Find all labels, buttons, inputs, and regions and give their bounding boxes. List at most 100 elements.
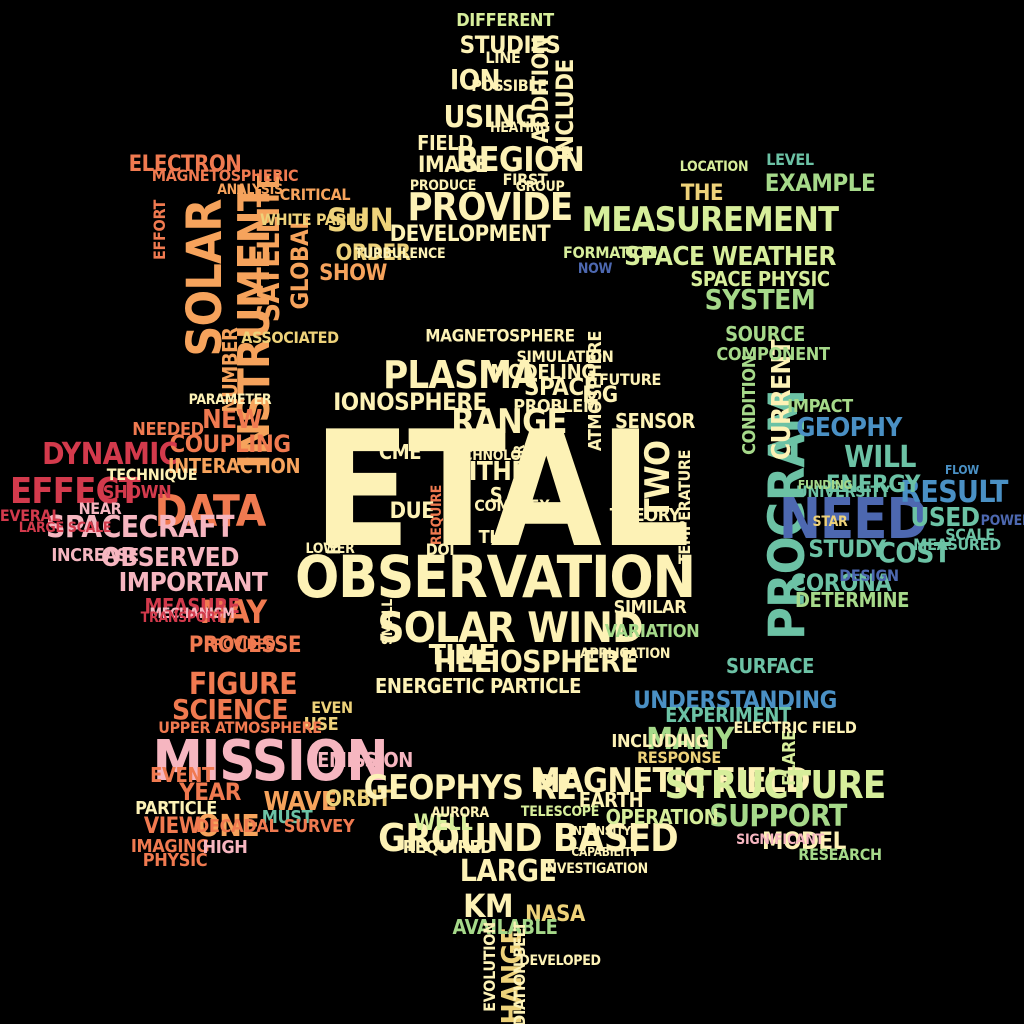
cloud-word: GEOPHYS RE [363,768,577,808]
cloud-word: IMAGING [130,836,210,857]
cloud-word: WHITE PAPER [259,210,367,229]
cloud-word: DOI [425,540,455,559]
cloud-word: REQUIRED [402,837,494,858]
cloud-word: STUDY [808,535,886,563]
cloud-word: PROBLEM [513,396,599,417]
cloud-word: COST [877,536,952,569]
cloud-word: FIELD [417,131,473,155]
cloud-word: RANGE [451,402,567,442]
cloud-word: GEOPHY [796,413,902,443]
cloud-word: WITHIN [443,457,539,487]
cloud-word: GROUP [515,179,565,195]
cloud-word: INTENSITY [569,824,631,838]
cloud-word: WAVE [263,787,338,817]
cloud-word: KM [463,887,513,925]
cloud-word: RESPONSE [637,748,721,767]
cloud-word: SPACE [523,373,599,401]
cloud-word: USE [303,714,339,735]
cloud-word: OBSERVED [101,543,239,573]
cloud-word: APPLICATION [579,646,671,662]
cloud-word: NASA [525,902,585,927]
cloud-word: SUPPORT [709,799,847,834]
cloud-word: SMALL [380,598,396,646]
cloud-word: VARIATION [604,621,700,642]
cloud-word: HEATING [489,120,551,136]
cloud-word: OBSERVATION [294,543,696,611]
cloud-word: GROUND BASED [378,816,679,860]
cloud-word: TRANSPORT [140,610,224,626]
cloud-word: ENERGETIC PARTICLE [375,674,581,698]
cloud-word: SUN [326,201,394,239]
cloud-word: CONDITION [739,355,760,455]
cloud-word: POSSIBLE [471,76,547,95]
cloud-word: DEVELOPMENT [389,222,551,247]
cloud-word: RESULT [900,475,1008,510]
cloud-word: RADIATION BELT [510,921,529,1024]
cloud-word: COMPLEX [474,496,550,515]
cloud-word: TELESCOPE [520,804,600,820]
cloud-word: SPACE PHYSIC [690,267,830,291]
cloud-word: SHOWN [102,482,172,503]
cloud-word: ONE [196,809,260,844]
cloud-word: MAGNETOSPHERIC [151,166,299,185]
cloud-word: COMPONENT [716,344,830,365]
cloud-word: EVENT [150,763,214,787]
cloud-word: MUST [261,807,313,828]
cloud-word: INCLUDING [611,731,709,752]
cloud-word: ENERGY [825,470,921,498]
cloud-word: EFFECT [9,471,141,512]
cloud-word: STRUCTURE [664,763,886,807]
cloud-word: UNDERSTANDING [633,686,837,714]
cloud-word: PARAMETER [188,392,272,408]
cloud-word: IONOSPHERE [333,388,487,416]
cloud-word: CAPABILITY [571,845,639,859]
cloud-word: IMPORTANT [118,568,268,598]
cloud-word: LINE [485,48,521,67]
cloud-word: INCREASE [51,545,139,566]
cloud-word: MANY [646,722,734,757]
cloud-word: THE [680,181,724,206]
cloud-word: SOLAR WIND [377,603,643,652]
cloud-word: COUPLING [169,430,291,458]
cloud-word: EFFORT [150,199,169,261]
cloud-word: YEAR [179,778,241,806]
cloud-word: EVEN [311,698,353,717]
cloud-word: EVOLUTION [480,922,499,1012]
cloud-word: REQUIRE [429,484,445,546]
cloud-word: SURFACE [725,654,815,678]
cloud-word: CORONA [790,569,892,597]
cloud-word: PROCESSE [188,633,302,658]
cloud-word: SPACECRAFT [46,510,235,545]
cloud-word: SCIENCE [171,693,289,726]
cloud-word: SIGNIFICANT [736,832,824,848]
cloud-word: IMAGE [418,153,488,178]
cloud-word: IMPACT [787,396,853,417]
cloud-word: TURBULENCE [354,246,446,262]
cloud-word: WILL [844,440,916,475]
cloud-word: SHOW [319,261,387,286]
cloud-word: NEED [778,487,928,552]
cloud-word: THU [478,527,516,548]
cloud-word: SYSTEM [704,283,816,316]
cloud-word: MODELING [490,360,596,384]
cloud-word: AURORA [431,805,489,821]
cloud-word: UPPER ATMOSPHERE [158,718,322,737]
cloud-word: NOW [577,261,613,277]
cloud-word: STUDIES [459,31,561,59]
cloud-word: FUNDING [797,478,853,492]
cloud-word: E G [582,383,618,408]
cloud-word: LOWER [305,541,355,557]
cloud-word: FLARE [779,730,800,786]
cloud-word: AVAILABLE [452,915,558,939]
cloud-word: VIEW [143,814,201,839]
cloud-word: STAR [812,514,848,530]
cloud-word: USING [443,100,537,135]
cloud-word: INVESTIGATION [542,861,648,877]
cloud-word: INTERACTION [167,454,301,478]
cloud-word: FUTURE [598,370,662,389]
cloud-word: MAGNETIC FIELD [530,761,810,801]
cloud-word: USED [910,503,980,533]
cloud-word: DYNAMIC [42,437,178,472]
cloud-word: NEAR [78,499,122,518]
cloud-word: MEASURED [913,535,1001,554]
